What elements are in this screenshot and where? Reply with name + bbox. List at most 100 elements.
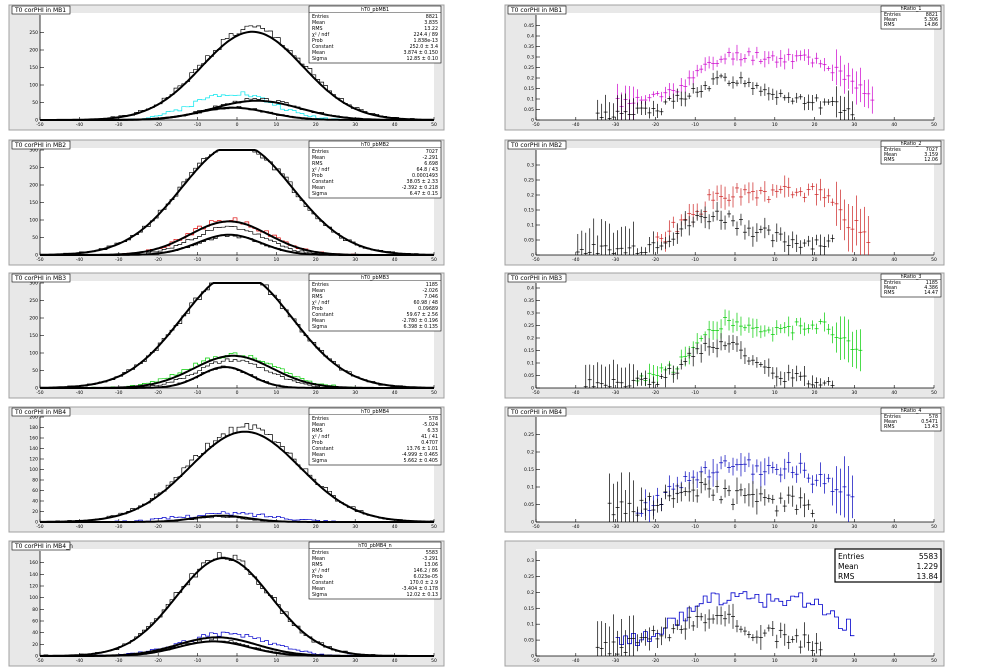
stats-label: Mean [312, 452, 325, 458]
stats-value: 64.8 / 43 [417, 167, 438, 173]
stats-value: -2.392 ± 0.218 [402, 185, 438, 191]
x-tick-label: 0 [236, 122, 239, 128]
x-tick-label: 0 [734, 122, 737, 128]
stats-label: Entries [312, 14, 329, 20]
x-tick-label: -30 [612, 257, 619, 263]
stats-box [880, 407, 942, 432]
stats-value: 60.98 / 48 [413, 300, 438, 306]
stats-label: RMS [312, 26, 323, 32]
stats-label: χ² / ndf [312, 32, 329, 38]
stats-label: RMS [312, 428, 323, 434]
x-tick-label: -20 [652, 390, 659, 396]
x-tick-label: 40 [392, 658, 398, 664]
x-tick-label: -20 [652, 658, 659, 664]
x-tick-label: 30 [352, 390, 358, 396]
stats-label: Sigma [312, 592, 327, 598]
stats-label: Entries [884, 280, 901, 286]
x-tick-label: -30 [115, 390, 122, 396]
x-tick-label: 40 [891, 390, 897, 396]
stats-label: Sigma [312, 191, 327, 197]
stats-label: Mean [884, 17, 897, 23]
y-tick-label: 250 [29, 30, 38, 36]
stats-label: Entries [884, 147, 901, 153]
title-box [11, 541, 71, 551]
stats-value: 7027 [426, 149, 438, 155]
y-tick-label: 0.1 [527, 97, 534, 103]
stats-label: Sigma [312, 56, 327, 62]
stats-value: -2.780 ± 0.196 [402, 318, 438, 324]
chart-panel-4: -50 -40 -30 -20 -10 0 10 20 30 40 50 0 0.05 0.1 0.15 0.… [504, 139, 945, 266]
y-tick-label: 140 [29, 446, 38, 452]
x-tick-label: 40 [392, 390, 398, 396]
title-box [507, 5, 567, 15]
stats-label: Constant [312, 44, 334, 50]
x-tick-label: 50 [431, 257, 437, 263]
x-tick-label: -10 [692, 658, 699, 664]
stats-label: Mean [838, 562, 859, 571]
stats-label: Mean [312, 556, 325, 562]
x-tick-label: 20 [812, 524, 818, 530]
stats-value: -3.291 [423, 556, 438, 562]
chart-title: T0 corPHI in MB2 [14, 142, 66, 149]
x-tick-label: -20 [155, 257, 162, 263]
x-tick-label: -40 [572, 257, 579, 263]
x-tick-label: -10 [692, 257, 699, 263]
chart-panel-8: -50 -40 -30 -20 -10 0 10 20 30 40 50 0 0.05 0.1 0.15 0.… [504, 406, 945, 533]
stats-hist-name: hT0_pbMB3 [361, 275, 389, 281]
stats-value: 0.09689 [418, 306, 438, 312]
stats-value: 1185 [926, 280, 938, 286]
x-tick-label: -20 [155, 390, 162, 396]
stats-hist-name: hT0_pbMB4_n [358, 543, 391, 549]
stats-value: 0.0001493 [412, 173, 438, 179]
stats-label: Mean [312, 422, 325, 428]
y-tick-label: 0 [35, 520, 38, 526]
x-tick-label: 30 [852, 658, 858, 664]
stats-value: 6.023e-05 [413, 574, 438, 580]
stats-box [308, 273, 442, 332]
y-tick-label: 0.2 [527, 336, 534, 342]
x-tick-label: 20 [812, 257, 818, 263]
x-tick-label: 40 [891, 122, 897, 128]
y-tick-label: 60 [32, 488, 38, 494]
stats-label: Mean [312, 50, 325, 56]
x-tick-label: 10 [274, 257, 280, 263]
chart-title: T0 corPHI in MB1 [14, 7, 66, 14]
x-tick-label: 10 [772, 390, 778, 396]
stats-label: RMS [312, 562, 323, 568]
x-tick-label: 0 [236, 257, 239, 263]
x-tick-label: 20 [313, 390, 319, 396]
x-tick-label: 30 [852, 122, 858, 128]
x-tick-label: 50 [931, 122, 937, 128]
x-tick-label: 30 [352, 257, 358, 263]
x-tick-label: 50 [431, 390, 437, 396]
stats-box [880, 5, 942, 30]
x-tick-label: 40 [392, 257, 398, 263]
title-box [11, 5, 71, 15]
stats-value: 59.67 ± 2.56 [407, 312, 438, 318]
stats-value: 5.662 ± 0.405 [403, 458, 438, 464]
stats-label: Sigma [312, 324, 327, 330]
fit-curve-3 [40, 233, 434, 256]
x-tick-label: 40 [891, 257, 897, 263]
stats-label: χ² / ndf [312, 300, 329, 306]
x-tick-label: -30 [115, 257, 122, 263]
x-tick-label: -30 [115, 524, 122, 530]
y-tick-label: 0.25 [524, 574, 534, 580]
y-tick-label: 0.25 [524, 432, 534, 438]
y-tick-label: 150 [29, 333, 38, 339]
chart-title: T0 corPHI in MB3 [14, 275, 66, 282]
stats-label: χ² / ndf [312, 568, 329, 574]
y-tick-label: 100 [29, 83, 38, 89]
ratio-step-series [615, 591, 855, 646]
x-tick-label: 50 [431, 658, 437, 664]
stats-label: Mean [884, 285, 897, 291]
plot-area [536, 415, 934, 522]
stats-value: 12.85 ± 0.10 [407, 56, 438, 62]
chart-panel-10: -50 -40 -30 -20 -10 0 10 20 30 40 50 0 0.05 0.1 0.15 0.… [504, 540, 945, 667]
stats-value: 41 / 41 [421, 434, 438, 440]
stats-value: 3.874 ± 0.150 [403, 50, 438, 56]
x-tick-label: -10 [194, 122, 201, 128]
stats-label: RMS [312, 294, 323, 300]
y-tick-label: 100 [29, 595, 38, 601]
